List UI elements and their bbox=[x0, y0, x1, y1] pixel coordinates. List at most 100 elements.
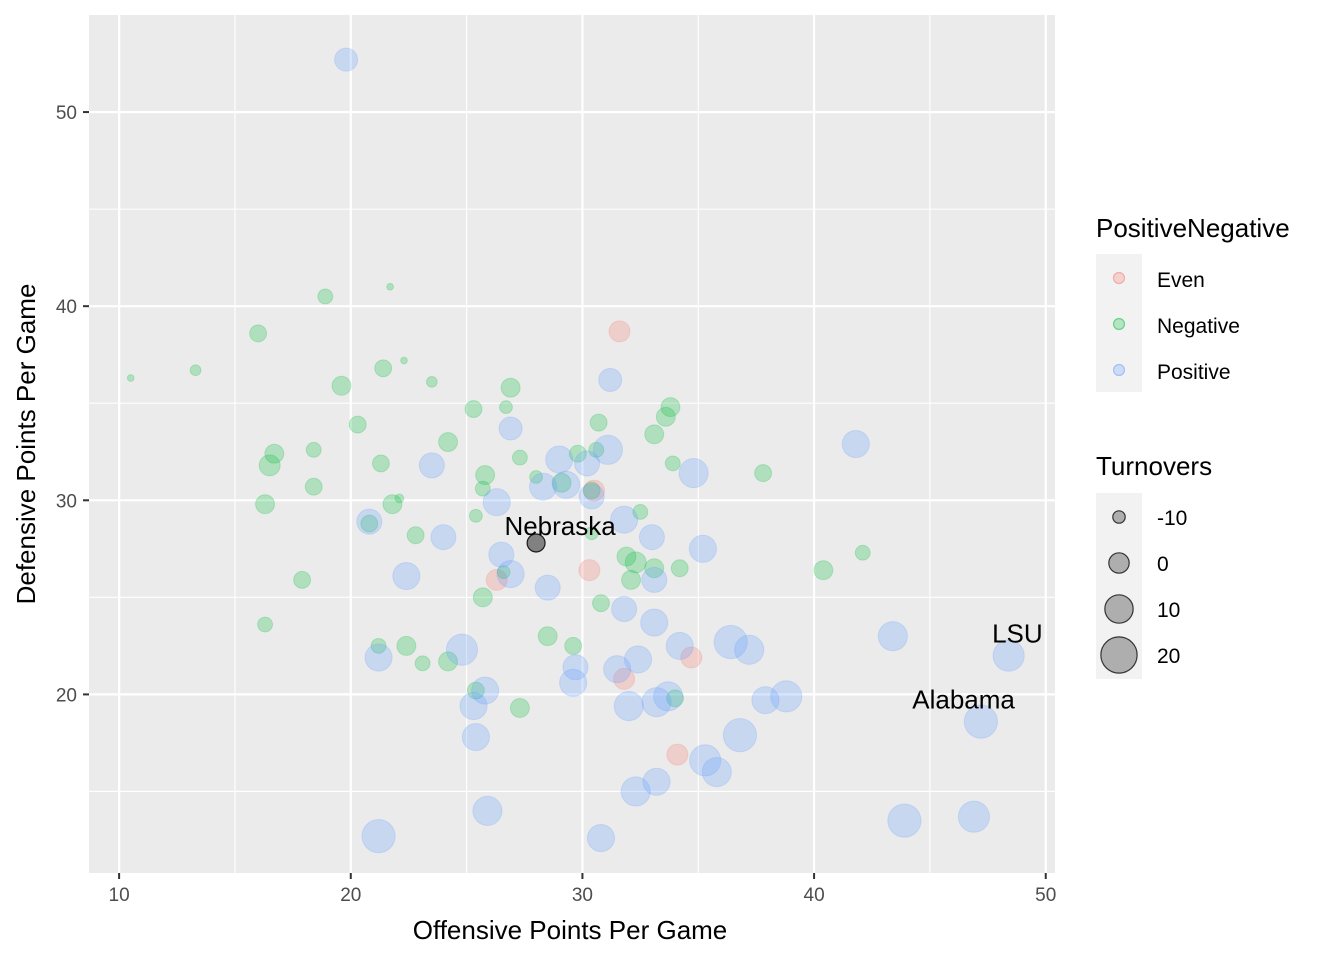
point-positive bbox=[574, 450, 601, 477]
x-tick-label: 40 bbox=[804, 885, 825, 906]
point-positive bbox=[770, 680, 803, 713]
point-negative bbox=[370, 637, 387, 654]
point-positive bbox=[528, 472, 558, 501]
point-negative bbox=[257, 616, 273, 633]
point-negative bbox=[655, 406, 676, 427]
size-legend-key bbox=[1100, 636, 1138, 674]
point-negative bbox=[264, 443, 285, 464]
point-even bbox=[613, 667, 636, 690]
point-positive bbox=[482, 488, 511, 517]
point-negative bbox=[468, 508, 483, 523]
point-negative bbox=[564, 636, 583, 655]
point-negative bbox=[568, 444, 587, 463]
point-positive bbox=[751, 686, 780, 715]
data-points bbox=[126, 47, 1025, 854]
point-positive bbox=[603, 655, 632, 684]
point-negative bbox=[664, 455, 681, 472]
point-positive bbox=[641, 687, 672, 718]
point-negative bbox=[529, 470, 544, 484]
point-positive bbox=[641, 566, 668, 593]
point-negative bbox=[500, 377, 521, 398]
point-positive bbox=[559, 668, 588, 697]
point-negative bbox=[126, 374, 135, 382]
point-positive bbox=[488, 541, 515, 568]
point-negative bbox=[666, 689, 685, 708]
point-negative bbox=[582, 481, 601, 500]
point-positive bbox=[578, 483, 605, 510]
point-positive bbox=[701, 756, 732, 788]
point-negative bbox=[189, 364, 202, 377]
color-legend-title: PositiveNegative bbox=[1096, 213, 1290, 243]
point-positive bbox=[963, 704, 998, 739]
color-legend-key-bg bbox=[1096, 254, 1142, 392]
point-even bbox=[583, 479, 606, 502]
point-positive bbox=[361, 818, 396, 854]
point-negative bbox=[511, 449, 528, 466]
point-positive bbox=[610, 505, 639, 534]
point-positive bbox=[472, 795, 503, 826]
point-positive bbox=[620, 776, 651, 807]
point-negative bbox=[396, 635, 417, 656]
point-even bbox=[485, 568, 508, 591]
point-negative bbox=[551, 472, 572, 493]
grid-major bbox=[89, 15, 1055, 873]
point-positive bbox=[640, 608, 669, 637]
point-positive bbox=[642, 767, 671, 796]
point-negative bbox=[584, 526, 599, 541]
x-tick-label: 30 bbox=[572, 885, 593, 906]
x-axis-title: Offensive Points Per Game bbox=[413, 915, 728, 945]
point-negative bbox=[813, 560, 834, 581]
point-negative bbox=[754, 464, 773, 483]
point-negative bbox=[537, 626, 558, 647]
y-axis-title: Defensive Points Per Game bbox=[11, 284, 41, 605]
point-positive bbox=[678, 458, 709, 489]
point-negative bbox=[438, 651, 459, 672]
point-positive bbox=[586, 823, 616, 853]
point-positive bbox=[445, 633, 479, 666]
legend-key-positive bbox=[1112, 363, 1126, 377]
point-negative bbox=[466, 681, 485, 700]
point-positive bbox=[598, 367, 623, 392]
point-negative bbox=[255, 494, 276, 515]
point-negative bbox=[394, 493, 405, 504]
point-negative bbox=[621, 569, 642, 590]
point-negative bbox=[425, 375, 438, 388]
point-positive bbox=[461, 723, 490, 752]
point-positive bbox=[392, 561, 421, 591]
x-tick-label: 10 bbox=[109, 885, 130, 906]
point-positive bbox=[459, 691, 488, 721]
size-legend-label-10: 10 bbox=[1157, 599, 1180, 622]
y-axis: 20 30 40 50 bbox=[56, 103, 89, 706]
y-tick-label: 40 bbox=[56, 297, 77, 318]
y-tick-label: 20 bbox=[56, 685, 77, 706]
point-positive bbox=[545, 445, 574, 474]
point-negative bbox=[348, 415, 367, 434]
point-even bbox=[680, 646, 703, 669]
size-legend: Turnovers -10 0 10 20 bbox=[1096, 451, 1212, 679]
x-tick-label: 50 bbox=[1035, 885, 1056, 906]
legend-label-negative: Negative bbox=[1157, 315, 1240, 338]
point-negative bbox=[382, 494, 403, 515]
size-legend-key bbox=[1108, 552, 1130, 574]
point-negative bbox=[670, 559, 689, 578]
y-tick-label: 30 bbox=[56, 491, 77, 512]
legend-key-negative bbox=[1112, 317, 1126, 331]
point-negative bbox=[331, 375, 352, 396]
point-negative bbox=[588, 441, 605, 458]
point-positive bbox=[713, 624, 748, 660]
size-legend-title: Turnovers bbox=[1096, 451, 1212, 481]
annotation-nebraska: Nebraska bbox=[504, 511, 616, 541]
point-positive bbox=[638, 524, 665, 551]
point-negative bbox=[509, 698, 530, 718]
point-negative bbox=[660, 397, 681, 418]
point-negative bbox=[632, 504, 649, 520]
point-positive bbox=[364, 643, 393, 672]
size-legend-label-0: 0 bbox=[1157, 553, 1169, 576]
grid-minor bbox=[89, 15, 1055, 873]
point-positive bbox=[418, 452, 445, 479]
legend-label-positive: Positive bbox=[1157, 361, 1231, 384]
point-even bbox=[578, 559, 601, 582]
point-negative bbox=[258, 454, 281, 477]
annotation-lsu: LSU bbox=[992, 619, 1043, 649]
